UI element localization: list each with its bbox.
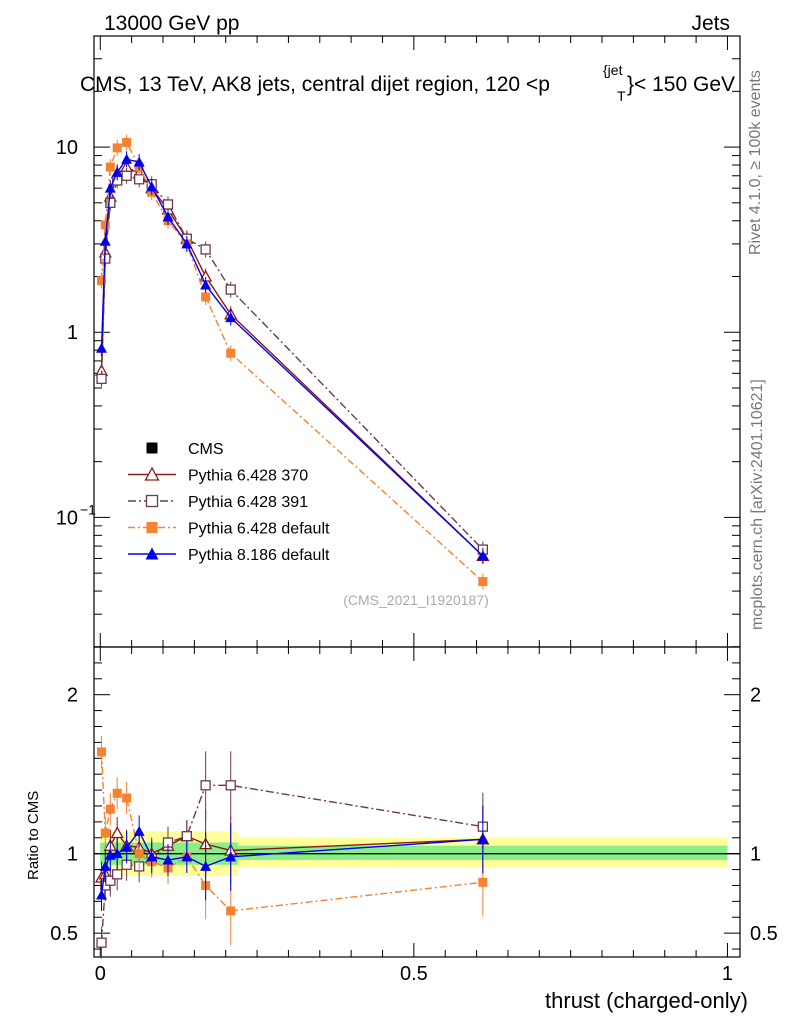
data-point-ratio bbox=[225, 780, 236, 791]
data-point-ratio bbox=[200, 780, 211, 791]
data-point-ratio bbox=[97, 747, 107, 757]
legend-entry-label: Pythia 6.428 370 bbox=[188, 468, 308, 485]
legend-marker bbox=[146, 522, 158, 533]
ratio-panel-frame bbox=[93, 646, 741, 958]
legend: CMS Pythia 6.428 370 Pythia 6.428 391 Pythi… bbox=[128, 441, 330, 564]
x-tick-label: 0.5 bbox=[400, 963, 428, 985]
data-point-ratio bbox=[146, 851, 158, 862]
data-point-ratio bbox=[111, 848, 123, 859]
x-tick-label: 1 bbox=[722, 963, 733, 985]
chart-title-superscript: {jet bbox=[603, 62, 623, 78]
data-point-ratio bbox=[121, 841, 133, 852]
rivet-version-label: Rivet 4.1.0, ≥ 100k events bbox=[747, 70, 764, 255]
data-point-ratio bbox=[112, 869, 123, 880]
legend-marker bbox=[145, 547, 159, 560]
series-line-main bbox=[100, 175, 484, 551]
legend-entry-label: Pythia 8.186 default bbox=[188, 547, 330, 564]
data-point-main bbox=[162, 199, 174, 210]
data-point-main bbox=[478, 577, 488, 587]
data-point-ratio bbox=[99, 860, 111, 871]
data-point-main bbox=[181, 238, 193, 249]
data-point-ratio bbox=[477, 833, 489, 844]
data-point-ratio bbox=[133, 825, 145, 836]
data-point-main bbox=[146, 181, 158, 192]
mcplots-source-label: mcplots.cern.ch [arXiv:2401.10621] bbox=[749, 379, 766, 630]
series-line-main bbox=[100, 141, 484, 583]
data-point-ratio bbox=[105, 804, 115, 814]
analysis-id-watermark: (CMS_2021_I1920187) bbox=[343, 592, 489, 608]
chart-title-main: CMS, 13 TeV, AK8 jets, central dijet reg… bbox=[80, 73, 550, 96]
data-series bbox=[94, 134, 490, 959]
y-tick-label-ratio-right: 1 bbox=[750, 844, 761, 866]
data-point-ratio bbox=[110, 826, 124, 839]
data-point-main bbox=[100, 220, 110, 230]
y-tick-label-ratio-right: 2 bbox=[750, 685, 761, 707]
data-point-main bbox=[200, 244, 211, 255]
data-point-main bbox=[225, 284, 236, 295]
header-right-label: Jets bbox=[691, 12, 730, 35]
data-point-main bbox=[99, 235, 111, 246]
data-point-ratio bbox=[105, 875, 116, 886]
uncertainty-bands bbox=[94, 831, 740, 876]
y-tick-label-ratio-left: 1 bbox=[67, 844, 78, 866]
series-line-main bbox=[100, 158, 484, 557]
data-point-ratio bbox=[134, 849, 144, 859]
y-tick-label-main: 10 bbox=[56, 137, 78, 159]
data-point-ratio bbox=[478, 877, 488, 887]
data-point-main bbox=[201, 292, 211, 302]
y-tick-label-ratio-left: 2 bbox=[67, 685, 78, 707]
chart-title-tail: }< 150 GeV bbox=[627, 73, 735, 96]
data-point-main bbox=[134, 174, 145, 185]
data-point-main bbox=[200, 279, 212, 290]
y-tick-label-main: 10 bbox=[56, 507, 78, 529]
data-point-ratio bbox=[162, 854, 174, 865]
legend-marker bbox=[144, 466, 160, 481]
data-point-main bbox=[105, 162, 115, 172]
data-point-main bbox=[104, 182, 116, 193]
data-point-ratio bbox=[200, 860, 212, 871]
data-point-ratio bbox=[96, 937, 107, 948]
data-point-ratio bbox=[226, 906, 236, 916]
data-point-ratio bbox=[122, 793, 132, 803]
y-tick-label-ratio-left: 0.5 bbox=[50, 923, 78, 945]
x-tick-label: 0 bbox=[95, 963, 106, 985]
y-tick-label-ratio-right: 0.5 bbox=[750, 923, 778, 945]
ratio-y-axis-label: Ratio to CMS bbox=[25, 791, 42, 880]
legend-entry-label: Pythia 6.428 391 bbox=[188, 494, 308, 511]
data-point-main bbox=[225, 312, 237, 323]
data-point-ratio bbox=[225, 851, 237, 862]
data-point-main bbox=[105, 197, 116, 208]
legend-marker bbox=[145, 494, 159, 508]
data-point-main bbox=[133, 156, 145, 167]
chart-title: CMS, 13 TeV, AK8 jets, central dijet reg… bbox=[80, 73, 550, 96]
data-point-main bbox=[477, 550, 489, 561]
legend-entry-label: Pythia 6.428 default bbox=[188, 521, 330, 538]
series-pythia-8-186-default bbox=[96, 151, 489, 911]
legend-entry-label: CMS bbox=[188, 441, 224, 458]
data-point-main bbox=[97, 276, 107, 286]
data-point-main bbox=[122, 137, 132, 147]
y-tick-label-exponent: −1 bbox=[80, 501, 96, 517]
data-point-main bbox=[96, 342, 108, 353]
data-point-ratio bbox=[112, 788, 122, 798]
chart-title-subscript: T bbox=[617, 88, 626, 104]
data-point-main bbox=[226, 348, 236, 358]
x-axis-label: thrust (charged-only) bbox=[545, 988, 748, 1013]
legend-marker bbox=[146, 442, 158, 454]
data-point-main bbox=[121, 153, 133, 164]
data-point-main bbox=[112, 143, 122, 153]
data-point-main bbox=[162, 211, 174, 222]
data-point-ratio bbox=[181, 851, 193, 862]
header-left-label: 13000 GeV pp bbox=[104, 12, 239, 35]
data-point-main bbox=[96, 373, 107, 385]
data-point-ratio bbox=[100, 828, 110, 838]
data-point-ratio bbox=[96, 889, 108, 900]
data-point-main bbox=[111, 166, 123, 177]
data-point-ratio bbox=[181, 831, 192, 842]
data-point-main bbox=[121, 170, 132, 181]
y-tick-label-main: 1 bbox=[67, 322, 78, 344]
